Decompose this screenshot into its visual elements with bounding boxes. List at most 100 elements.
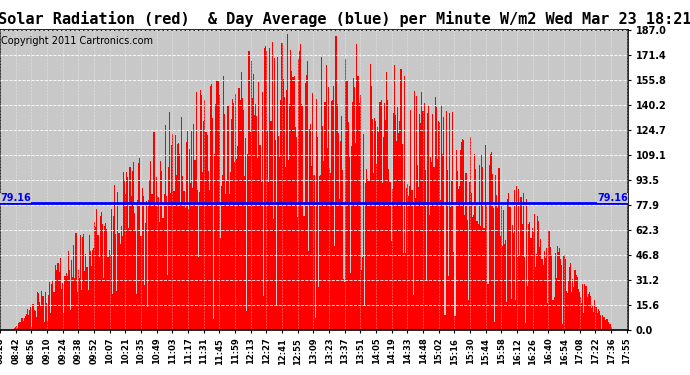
Bar [558,252,559,330]
Bar [68,251,69,330]
Bar [596,314,598,330]
Bar [206,135,208,330]
Bar [263,296,264,330]
Bar [531,228,533,330]
Bar [373,173,374,330]
Bar [234,162,235,330]
Bar [246,311,247,330]
Bar [365,183,366,330]
Bar [318,287,319,330]
Bar [264,48,265,330]
Bar [469,182,470,330]
Bar [446,171,448,330]
Bar [313,175,315,330]
Bar [371,86,372,330]
Bar [579,292,580,330]
Bar [320,174,321,330]
Bar [595,307,596,330]
Bar [462,139,463,330]
Bar [542,265,544,330]
Bar [130,196,132,330]
Bar [276,305,277,330]
Bar [200,90,201,330]
Bar [359,95,361,330]
Bar [158,197,159,330]
Bar [599,311,600,330]
Bar [94,222,95,330]
Bar [427,112,428,330]
Bar [186,142,187,330]
Bar [63,313,64,330]
Bar [388,169,389,330]
Bar [472,217,473,330]
Bar [589,292,590,330]
Bar [479,165,480,330]
Bar [149,180,150,330]
Bar [361,270,362,330]
Bar [283,79,284,330]
Bar [226,182,228,330]
Bar [273,219,274,330]
Bar [507,200,509,330]
Bar [145,223,146,330]
Bar [159,222,160,330]
Bar [376,164,377,330]
Bar [77,292,78,330]
Bar [256,116,257,330]
Bar [523,193,524,330]
Bar [426,281,427,330]
Bar [378,132,380,330]
Bar [442,154,444,330]
Bar [71,260,72,330]
Bar [474,154,475,330]
Bar [439,122,440,330]
Bar [610,324,611,330]
Bar [363,134,364,330]
Bar [169,112,170,330]
Bar [190,183,191,330]
Bar [561,264,562,330]
Bar [506,302,507,330]
Bar [380,102,381,330]
Bar [332,100,333,330]
Bar [307,61,308,330]
Bar [328,87,329,330]
Bar [139,158,141,330]
Bar [278,136,279,330]
Bar [484,228,485,330]
Bar [609,324,610,330]
Bar [156,177,157,330]
Bar [213,319,215,330]
Bar [78,270,79,330]
Bar [381,100,382,330]
Bar [452,111,453,330]
Bar [598,309,599,330]
Bar [295,127,296,330]
Bar [106,229,108,330]
Bar [56,270,57,330]
Bar [184,208,186,330]
Bar [23,318,25,330]
Bar [417,165,418,330]
Bar [341,117,342,330]
Bar [198,256,199,330]
Bar [515,300,516,330]
Bar [344,282,345,330]
Bar [453,252,455,330]
Bar [138,163,139,330]
Bar [27,309,28,330]
Bar [299,51,300,330]
Bar [167,274,168,330]
Bar [374,117,375,330]
Bar [47,321,48,330]
Bar [335,36,337,330]
Bar [224,114,225,330]
Bar [165,125,166,330]
Bar [173,191,175,330]
Bar [119,244,121,330]
Bar [18,322,19,330]
Bar [212,118,213,330]
Bar [308,251,309,330]
Bar [578,289,579,330]
Bar [329,168,330,330]
